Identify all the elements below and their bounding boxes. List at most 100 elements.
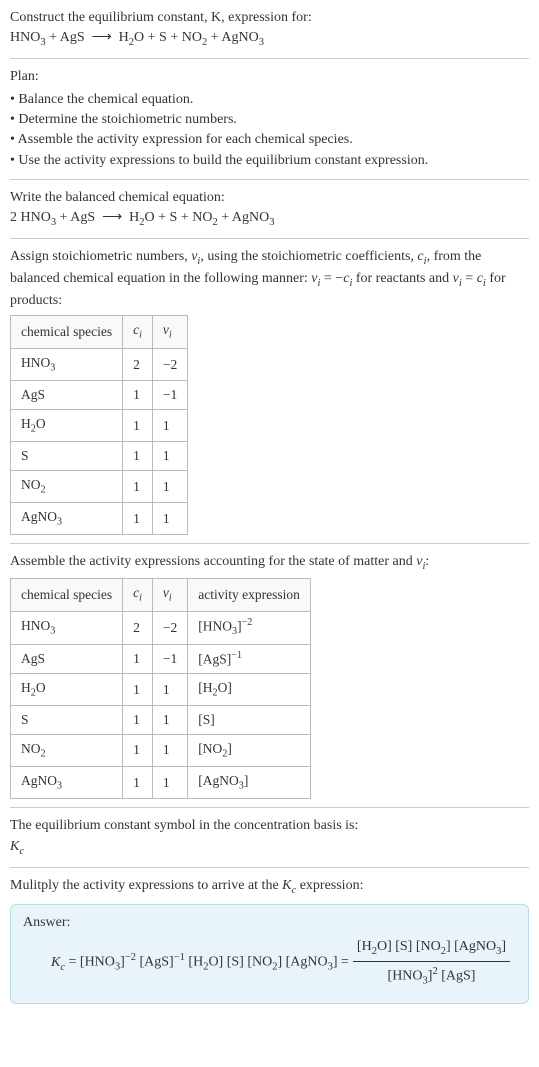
- cell: H2O: [11, 673, 123, 705]
- answer-label: Answer:: [23, 913, 516, 933]
- cell: −1: [152, 381, 187, 410]
- cell: S: [11, 442, 123, 471]
- col-species: chemical species: [11, 316, 123, 348]
- cell: [AgS]−1: [188, 644, 311, 673]
- cell: 1: [123, 644, 153, 673]
- divider: [10, 807, 529, 808]
- cell: [H2O]: [188, 673, 311, 705]
- cell: 1: [123, 470, 153, 502]
- cell: 1: [152, 734, 187, 766]
- col-species: chemical species: [11, 579, 123, 611]
- unbalanced-equation: HNO3 + AgS ⟶ H2O + S + NO2 + AgNO3: [10, 28, 529, 50]
- kc-lhs: Kc = [HNO3]−2 [AgS]−1 [H2O] [S] [NO2] [A…: [51, 950, 349, 975]
- multiply-intro: Mulitply the activity expressions to arr…: [10, 876, 529, 898]
- cell: NO2: [11, 734, 123, 766]
- cell: 1: [152, 442, 187, 471]
- divider: [10, 543, 529, 544]
- balanced-intro: Write the balanced chemical equation:: [10, 188, 529, 208]
- col-vi: νi: [152, 579, 187, 611]
- activity-table: chemical species ci νi activity expressi…: [10, 578, 311, 799]
- cell: 1: [152, 673, 187, 705]
- kc-expression: Kc = [HNO3]−2 [AgS]−1 [H2O] [S] [NO2] [A…: [51, 937, 516, 989]
- cell: −2: [152, 611, 187, 644]
- plan-item: • Assemble the activity expression for e…: [10, 130, 529, 150]
- balanced-equation: 2 HNO3 + AgS ⟶ H2O + S + NO2 + AgNO3: [10, 208, 529, 230]
- cell: −1: [152, 644, 187, 673]
- cell: 1: [152, 766, 187, 798]
- table-row: S11[S]: [11, 706, 311, 735]
- col-ci: ci: [123, 316, 153, 348]
- col-ci: ci: [123, 579, 153, 611]
- table-row: NO211: [11, 470, 188, 502]
- stoich-block: Assign stoichiometric numbers, νi, using…: [10, 247, 529, 535]
- divider: [10, 58, 529, 59]
- stoich-intro: Assign stoichiometric numbers, νi, using…: [10, 247, 529, 311]
- table-row: H2O11[H2O]: [11, 673, 311, 705]
- cell: 1: [123, 381, 153, 410]
- cell: 1: [152, 503, 187, 535]
- cell: AgS: [11, 381, 123, 410]
- cell: H2O: [11, 409, 123, 441]
- prompt-text-1: Construct the equilibrium constant, K, e…: [10, 10, 312, 25]
- cell: HNO3: [11, 611, 123, 644]
- table-row: AgNO311[AgNO3]: [11, 766, 311, 798]
- cell: NO2: [11, 470, 123, 502]
- col-vi: νi: [152, 316, 187, 348]
- plan-list: • Balance the chemical equation. • Deter…: [10, 90, 529, 171]
- kc-symbol: Kc: [10, 837, 529, 859]
- cell: [NO2]: [188, 734, 311, 766]
- kc-symbol-intro: The equilibrium constant symbol in the c…: [10, 816, 529, 836]
- table-row: HNO32−2[HNO3]−2: [11, 611, 311, 644]
- cell: 1: [152, 409, 187, 441]
- table-row: AgNO311: [11, 503, 188, 535]
- balanced-block: Write the balanced chemical equation: 2 …: [10, 188, 529, 230]
- plan-item: • Balance the chemical equation.: [10, 90, 529, 110]
- table-row: S11: [11, 442, 188, 471]
- plan-block: Plan: • Balance the chemical equation. •…: [10, 67, 529, 170]
- cell: 1: [123, 673, 153, 705]
- cell: −2: [152, 348, 187, 380]
- cell: [HNO3]−2: [188, 611, 311, 644]
- prompt-line: Construct the equilibrium constant, K, e…: [10, 8, 529, 28]
- cell: [AgNO3]: [188, 766, 311, 798]
- table-row: AgS1−1[AgS]−1: [11, 644, 311, 673]
- table-row: NO211[NO2]: [11, 734, 311, 766]
- cell: AgNO3: [11, 766, 123, 798]
- table-header-row: chemical species ci νi: [11, 316, 188, 348]
- cell: [S]: [188, 706, 311, 735]
- cell: AgNO3: [11, 503, 123, 535]
- divider: [10, 867, 529, 868]
- kc-fraction: [H2O] [S] [NO2] [AgNO3] [HNO3]2 [AgS]: [353, 937, 510, 989]
- cell: 2: [123, 348, 153, 380]
- cell: S: [11, 706, 123, 735]
- multiply-block: Mulitply the activity expressions to arr…: [10, 876, 529, 898]
- table-row: H2O11: [11, 409, 188, 441]
- header-block: Construct the equilibrium constant, K, e…: [10, 8, 529, 50]
- table-header-row: chemical species ci νi activity expressi…: [11, 579, 311, 611]
- cell: AgS: [11, 644, 123, 673]
- cell: 1: [152, 470, 187, 502]
- cell: 1: [123, 706, 153, 735]
- plan-item: • Determine the stoichiometric numbers.: [10, 110, 529, 130]
- cell: 1: [123, 766, 153, 798]
- plan-title: Plan:: [10, 67, 529, 87]
- kc-symbol-block: The equilibrium constant symbol in the c…: [10, 816, 529, 858]
- cell: HNO3: [11, 348, 123, 380]
- answer-box: Answer: Kc = [HNO3]−2 [AgS]−1 [H2O] [S] …: [10, 904, 529, 1004]
- cell: 1: [123, 442, 153, 471]
- plan-item: • Use the activity expressions to build …: [10, 151, 529, 171]
- activity-intro: Assemble the activity expressions accoun…: [10, 552, 529, 574]
- cell: 1: [123, 409, 153, 441]
- kc-numerator: [H2O] [S] [NO2] [AgNO3]: [353, 937, 510, 962]
- cell: 1: [152, 706, 187, 735]
- cell: 1: [123, 734, 153, 766]
- cell: 2: [123, 611, 153, 644]
- divider: [10, 238, 529, 239]
- col-activity: activity expression: [188, 579, 311, 611]
- table-row: HNO32−2: [11, 348, 188, 380]
- kc-denominator: [HNO3]2 [AgS]: [353, 962, 510, 989]
- cell: 1: [123, 503, 153, 535]
- stoich-table: chemical species ci νi HNO32−2 AgS1−1 H2…: [10, 315, 188, 535]
- table-row: AgS1−1: [11, 381, 188, 410]
- activity-block: Assemble the activity expressions accoun…: [10, 552, 529, 799]
